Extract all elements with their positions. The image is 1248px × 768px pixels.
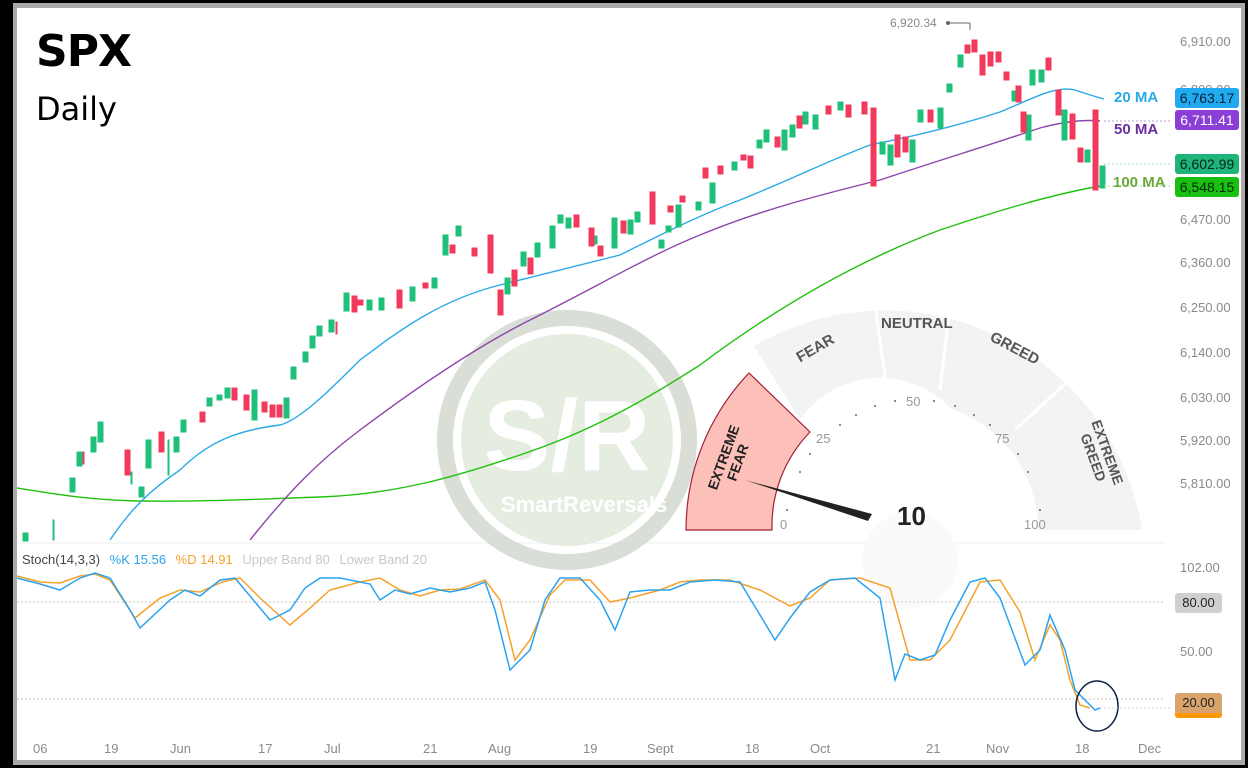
timeframe-label: Daily <box>36 90 117 128</box>
x-tick: 18 <box>1075 741 1090 756</box>
price-tick: 5,920.00 <box>1180 433 1231 448</box>
x-tick: 21 <box>423 741 438 756</box>
stoch-k-value: %K 15.56 <box>109 552 167 567</box>
x-tick: 17 <box>258 741 273 756</box>
price-tick: 6,470.00 <box>1180 212 1231 227</box>
x-tick: 06 <box>33 741 48 756</box>
x-tick: Jun <box>170 741 191 756</box>
stoch-upper-band: Upper Band 80 <box>242 552 330 567</box>
ticker-title: SPX <box>36 26 132 77</box>
gauge-neutral-label: NEUTRAL <box>881 315 953 332</box>
price-tick: 6,910.00 <box>1180 34 1231 49</box>
svg-text:SmartReversals: SmartReversals <box>501 492 667 517</box>
candlesticks <box>22 21 1106 542</box>
stoch-legend: Stoch(14,3,3) %K 15.56 %D 14.91 Upper Ba… <box>22 552 433 567</box>
gauge-tick-50: 50 <box>906 394 921 409</box>
last-price-badge: 6,602.99 <box>1175 154 1239 174</box>
gauge-tick-100: 100 <box>1024 517 1046 532</box>
stoch-tick: 50.00 <box>1180 644 1213 659</box>
price-tick: 5,810.00 <box>1180 476 1231 491</box>
ma100-badge: 6,548.15 <box>1175 177 1239 197</box>
x-tick: Jul <box>324 741 341 756</box>
x-tick: Aug <box>488 741 512 756</box>
gauge-value: 10 <box>897 501 926 531</box>
gauge-tick-25: 25 <box>816 431 831 446</box>
x-tick: Dec <box>1138 741 1162 756</box>
watermark-logo: S/R SmartReversals <box>437 310 697 570</box>
price-tick: 6,030.00 <box>1180 390 1231 405</box>
ma100-label: 100 MA <box>1113 174 1166 191</box>
svg-text:S/R: S/R <box>484 380 651 492</box>
x-tick: 18 <box>745 741 760 756</box>
stoch-lower-band: Lower Band 20 <box>339 552 427 567</box>
ma50-badge: 6,711.41 <box>1175 110 1239 130</box>
fear-greed-gauge <box>685 305 1142 608</box>
gauge-tick-75: 75 <box>995 431 1010 446</box>
highlight-circle <box>1075 680 1119 732</box>
x-tick: Oct <box>810 741 831 756</box>
stoch-upper-badge: 80.00 <box>1175 593 1222 613</box>
price-tick: 6,250.00 <box>1180 300 1231 315</box>
stoch-d-value: %D 14.91 <box>175 552 233 567</box>
x-tick: Nov <box>986 741 1010 756</box>
ma50-label: 50 MA <box>1114 121 1159 138</box>
ma20-badge: 6,763.17 <box>1175 88 1239 108</box>
price-tick: 6,140.00 <box>1180 345 1231 360</box>
gauge-tick-0: 0 <box>780 517 788 532</box>
stoch-label: Stoch(14,3,3) <box>22 552 101 567</box>
x-tick: Sept <box>647 741 674 756</box>
stoch-k-line <box>16 572 1101 711</box>
stoch-lower-badge: 20.00 <box>1175 693 1222 718</box>
x-tick: 19 <box>583 741 598 756</box>
x-tick: 19 <box>104 741 119 756</box>
ma20-label: 20 MA <box>1114 89 1159 106</box>
high-marker-label: 6,920.34 <box>890 16 937 30</box>
x-tick: 21 <box>926 741 941 756</box>
price-tick: 6,360.00 <box>1180 255 1231 270</box>
stoch-tick: 102.00 <box>1180 560 1220 575</box>
